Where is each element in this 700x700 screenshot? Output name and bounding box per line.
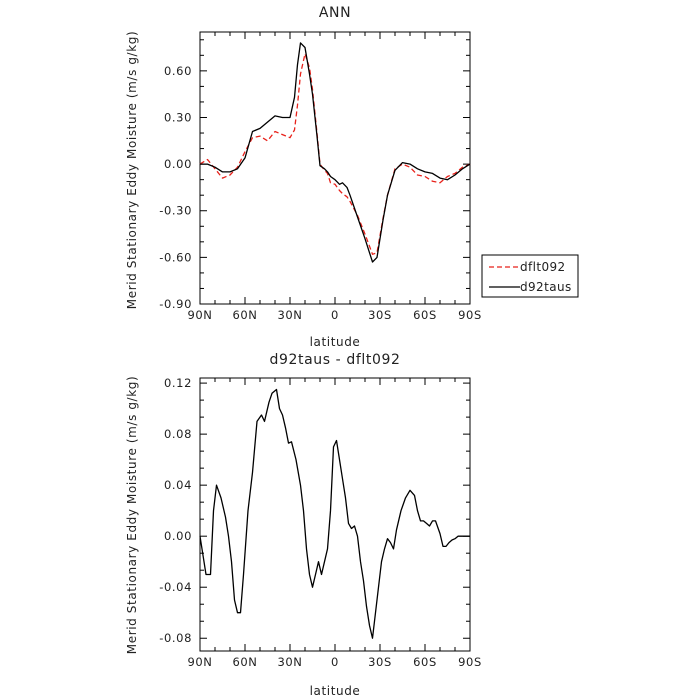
y-tick-label: -0.30 [159, 204, 192, 218]
top-panel-title: ANN [319, 5, 351, 21]
top-plot-frame [199, 31, 471, 305]
x-tick-label: 90S [458, 655, 482, 669]
top-series-lines [199, 42, 471, 263]
y-tick-label: -0.90 [159, 297, 192, 311]
bottom-series-lines [199, 388, 470, 639]
y-tick-label: 0.30 [164, 110, 192, 124]
y-tick-label: 0.12 [164, 376, 192, 390]
legend: dflt092 d92taus [481, 254, 579, 298]
bottom-y-axis-title: Merid Stationary Eddy Moisture (m/s g/kg… [125, 376, 139, 654]
x-tick-label: 30S [368, 655, 392, 669]
bottom-panel-title: d92taus - dflt092 [269, 352, 400, 368]
bottom-panel: d92taus - dflt092 90N 60N 30N 0 30S 60S 90S 0.1… [125, 352, 482, 698]
x-tick-label: 30N [277, 655, 302, 669]
y-tick-label: -0.08 [159, 631, 192, 645]
x-tick-label: 90S [458, 308, 482, 322]
series-line-d92taus [200, 42, 471, 263]
x-tick-label: 60N [232, 655, 257, 669]
bottom-x-axis-title: latitude [310, 684, 361, 698]
y-tick-label: 0.00 [164, 529, 192, 543]
legend-box [481, 254, 579, 298]
x-tick-label: 60N [232, 308, 257, 322]
x-tick-label: 90N [187, 308, 212, 322]
x-tick-label: 90N [187, 655, 212, 669]
top-y-axis-title: Merid Stationary Eddy Moisture (m/s g/kg… [125, 31, 139, 309]
x-tick-label: 60S [413, 655, 437, 669]
bottom-ticks: 90N 60N 30N 0 30S 60S 90S 0.12 0.08 0.04 0.00 -0.04… [159, 376, 482, 669]
x-tick-label: 30N [277, 308, 302, 322]
x-tick-label: 30S [368, 308, 392, 322]
y-tick-label: -0.60 [159, 250, 192, 264]
series-line-dflt092 [199, 53, 471, 255]
y-tick-label: 0.08 [164, 427, 192, 441]
x-tick-label: 60S [413, 308, 437, 322]
x-tick-label: 0 [331, 308, 339, 322]
top-x-axis-title: latitude [310, 335, 361, 349]
y-tick-label: 0.60 [164, 64, 192, 78]
y-tick-label: -0.04 [159, 580, 192, 594]
series-line-bottom-difference [199, 388, 470, 639]
top-panel: ANN 90N 60N 30N 0 30S 60S 90S 0.60 0.30 0.00 -0.30… [125, 5, 482, 349]
x-tick-label: 0 [331, 655, 339, 669]
y-tick-label: 0.04 [164, 478, 192, 492]
legend-label-dflt092: dflt092 [520, 260, 566, 274]
legend-label-d92taus: d92taus [520, 280, 572, 294]
top-ticks: 90N 60N 30N 0 30S 60S 90S 0.60 0.30 0.00 -0.30 -0.6… [159, 32, 482, 322]
y-tick-label: 0.00 [164, 157, 192, 171]
